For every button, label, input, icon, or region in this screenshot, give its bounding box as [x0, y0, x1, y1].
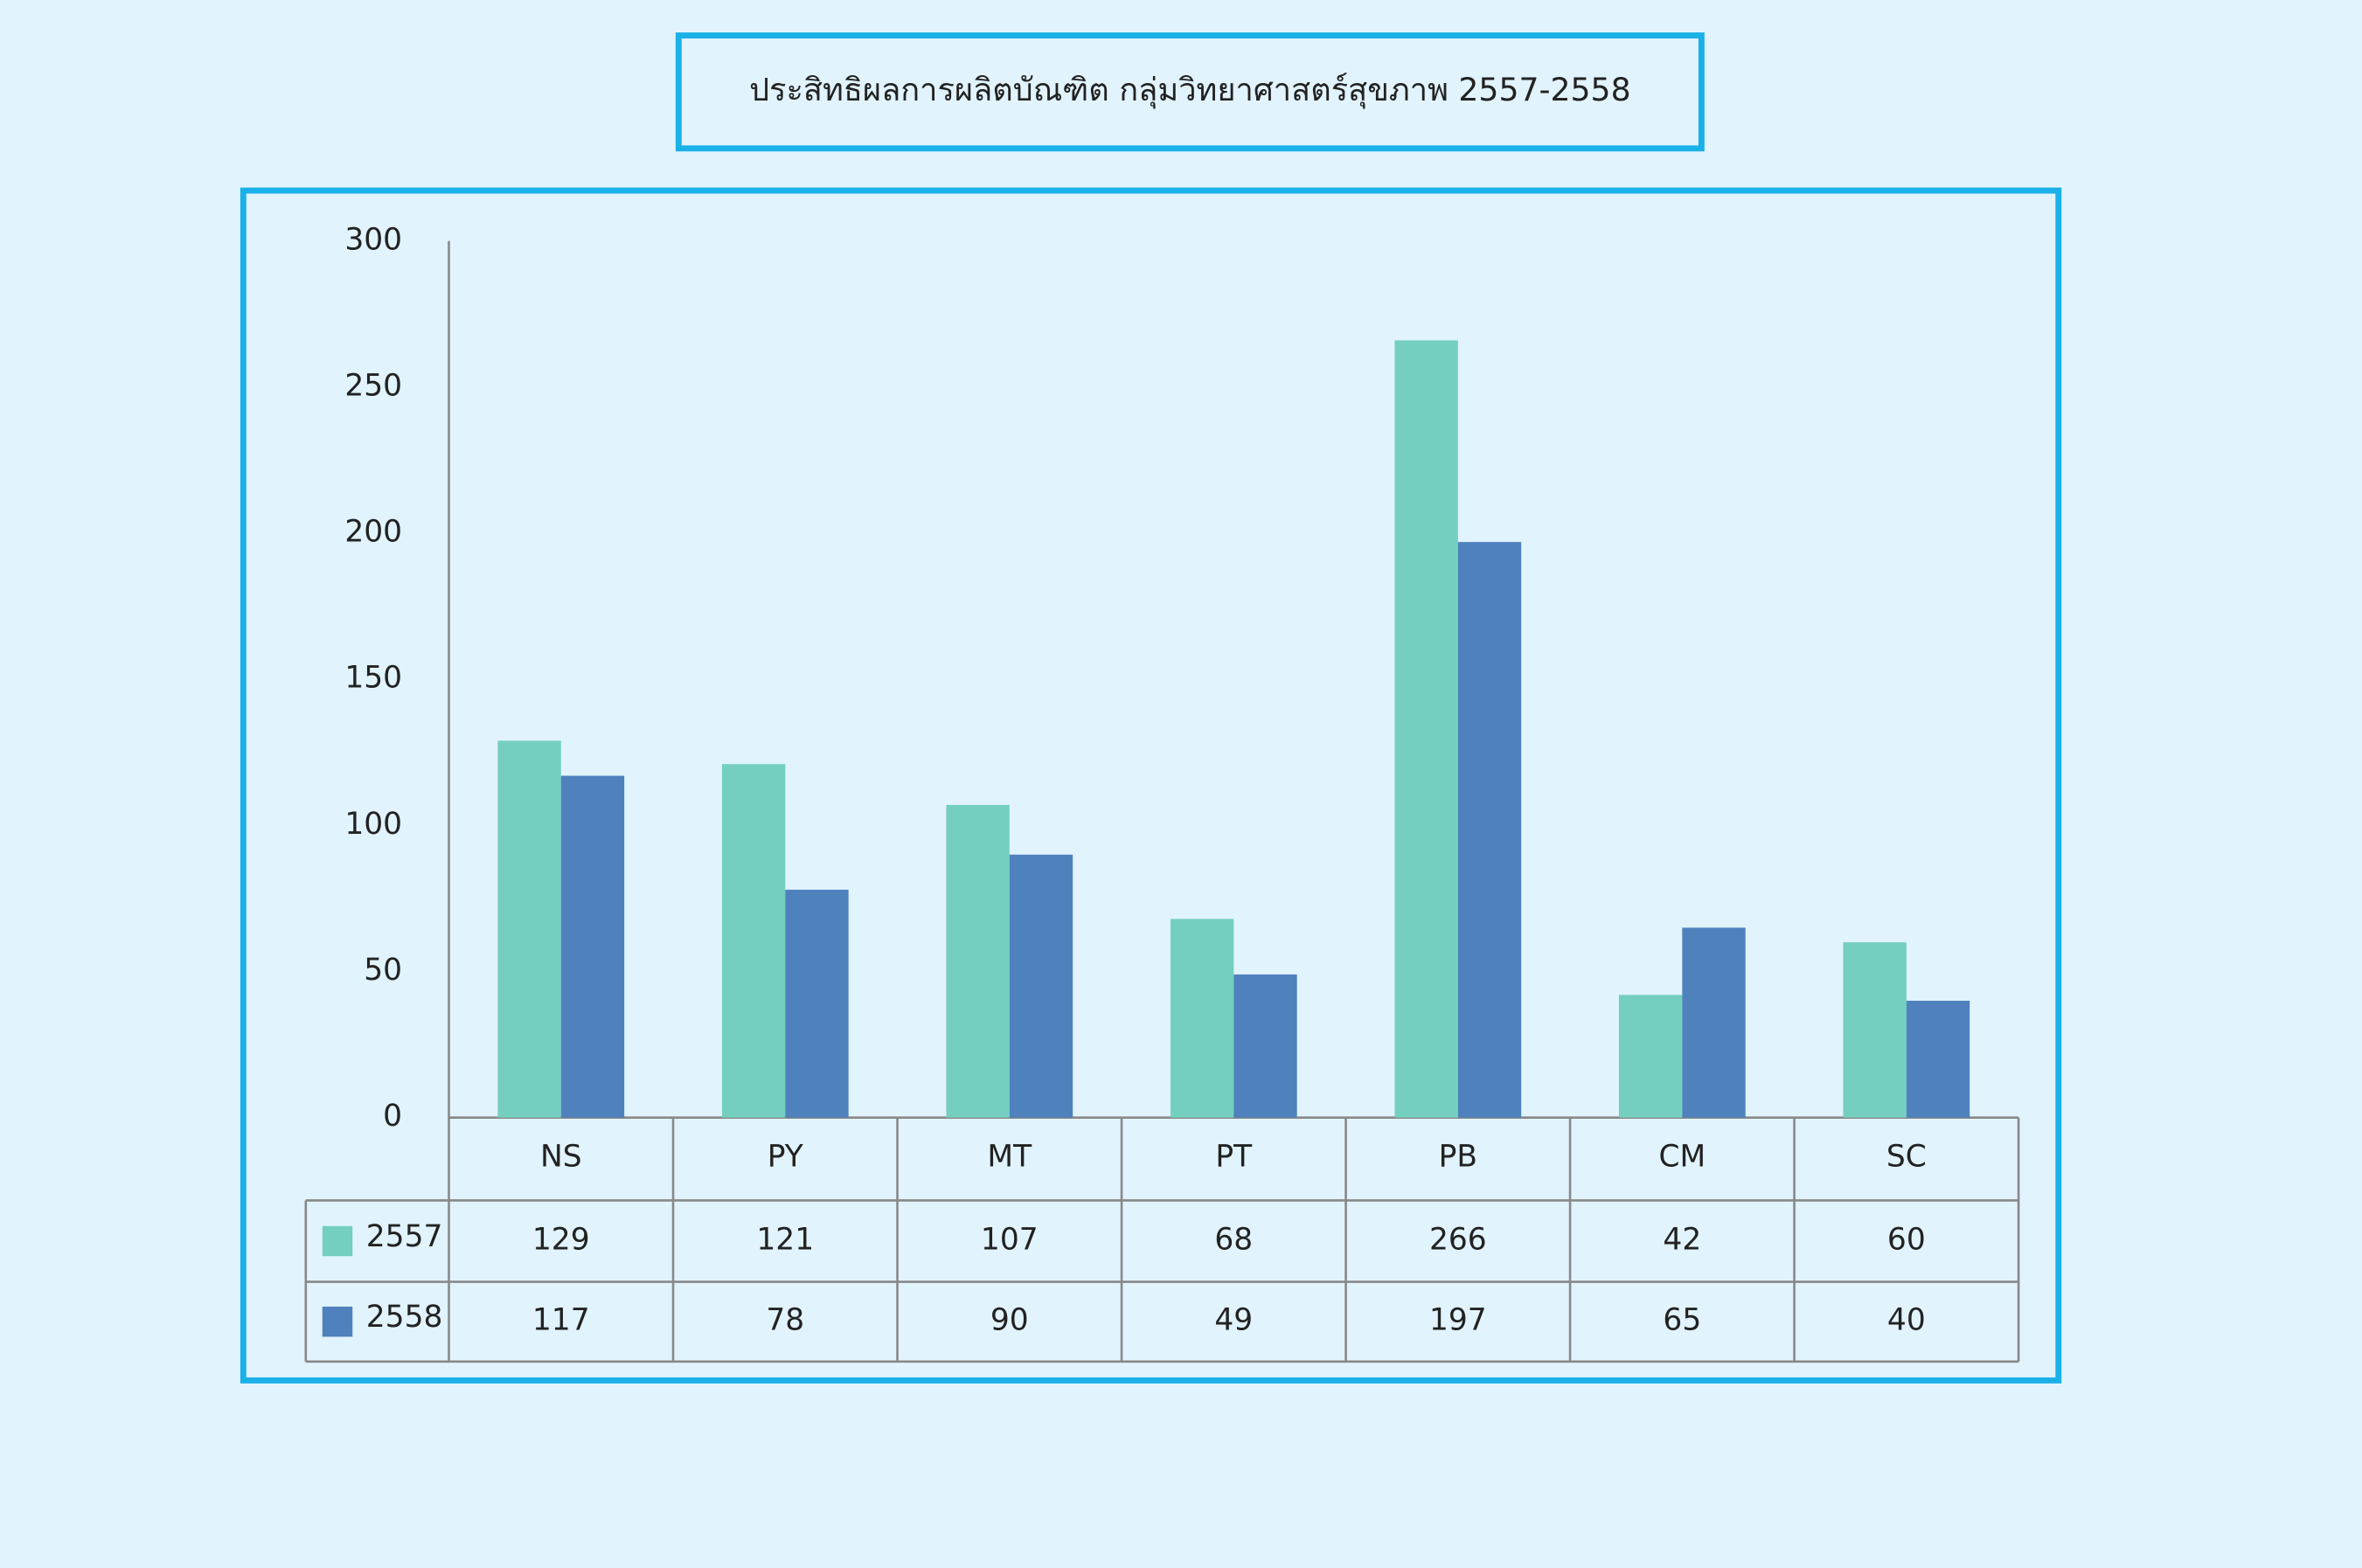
x-tick-label: MT	[987, 1140, 1032, 1175]
bar	[1843, 942, 1907, 1118]
bar	[721, 764, 786, 1118]
x-tick-label: PY	[768, 1140, 804, 1175]
table-value: 78	[766, 1303, 804, 1338]
chart-frame	[240, 187, 2062, 1384]
table-value: 49	[1214, 1303, 1253, 1338]
chart-title: ประสิทธิผลการผลิตบัณฑิต กลุ่มวิทยาศาสตร์…	[749, 71, 1631, 109]
y-tick-label: 200	[344, 515, 402, 550]
table-value: 90	[990, 1303, 1029, 1338]
table-value: 40	[1887, 1303, 1926, 1338]
legend-swatch	[322, 1225, 353, 1257]
table-value: 60	[1887, 1222, 1926, 1257]
bar	[497, 740, 561, 1118]
legend-label: 2558	[366, 1300, 443, 1335]
table-value: 266	[1429, 1222, 1487, 1257]
y-tick-label: 300	[344, 222, 402, 257]
bar	[1906, 1000, 1970, 1118]
table-value: 129	[532, 1222, 590, 1257]
bar	[785, 889, 849, 1118]
table-value: 107	[981, 1222, 1039, 1257]
y-tick-label: 0	[383, 1099, 402, 1134]
bar	[1457, 542, 1522, 1118]
bar	[1682, 927, 1746, 1118]
x-tick-label: NS	[540, 1140, 582, 1175]
x-tick-label: PT	[1215, 1140, 1253, 1175]
x-tick-label: SC	[1886, 1140, 1927, 1175]
bar	[946, 804, 1010, 1118]
bar	[1394, 340, 1458, 1118]
bar	[560, 775, 625, 1118]
bar	[1009, 854, 1073, 1118]
y-tick-label: 100	[344, 807, 402, 842]
table-value: 65	[1663, 1303, 1701, 1338]
bar	[1618, 995, 1683, 1118]
table-value: 42	[1663, 1222, 1701, 1257]
y-tick-label: 50	[364, 953, 402, 988]
bar	[1233, 974, 1297, 1118]
table-value: 197	[1429, 1303, 1487, 1338]
bar	[1170, 919, 1234, 1118]
y-tick-label: 250	[344, 368, 402, 403]
y-tick-label: 150	[344, 661, 402, 696]
x-tick-label: CM	[1658, 1140, 1706, 1175]
table-value: 68	[1214, 1222, 1253, 1257]
legend-label: 2557	[366, 1219, 443, 1254]
x-tick-label: PB	[1439, 1140, 1477, 1175]
title-box	[675, 32, 1705, 152]
table-value: 121	[756, 1222, 814, 1257]
legend-swatch	[322, 1306, 353, 1337]
table-value: 117	[532, 1303, 590, 1338]
